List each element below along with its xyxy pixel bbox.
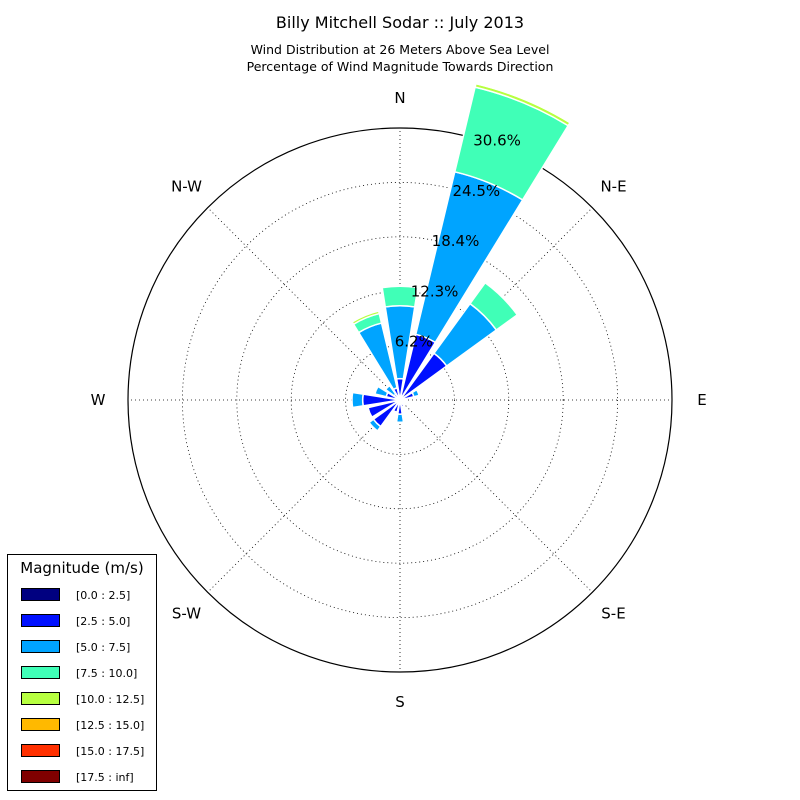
legend-swatch-0: [21, 588, 60, 601]
legend-swatch-1: [21, 614, 60, 627]
bar-NNW-bin-4: [351, 310, 381, 326]
polar-labels: 6.2% 12.3% 18.4% 24.5% 30.6% N N-E E S-E S S-W W N-W: [91, 89, 707, 711]
bar-NE-bin-3: [468, 281, 519, 332]
legend-swatch-7: [21, 770, 60, 783]
legend-swatch-2: [21, 640, 60, 653]
legend-label-0: [0.0 : 2.5]: [76, 589, 131, 602]
legend-swatch-6: [21, 744, 60, 757]
bar-N-bin-3: [381, 285, 419, 308]
legend-label-1: [2.5 : 5.0]: [76, 615, 131, 628]
direction-label-N-E: N-E: [600, 178, 626, 196]
legend-label-4: [10.0 : 12.5]: [76, 693, 145, 706]
bar-NNE-bin-5: [475, 81, 572, 124]
grid-spoke-5: [207, 399, 401, 593]
chart-subtitle-line-2: Percentage of Wind Magnitude Towards Dir…: [247, 59, 554, 74]
legend-label-5: [12.5 : 15.0]: [76, 719, 145, 732]
bar-WNW-bin-2: [374, 385, 389, 398]
outer-ring: [127, 127, 673, 673]
grid-spoke-7: [207, 207, 401, 401]
grid-ring-3: [236, 236, 564, 564]
grid-ring-1: [345, 345, 455, 455]
direction-label-N-W: N-W: [171, 178, 202, 196]
chart-title: Billy Mitchell Sodar :: July 2013: [276, 13, 524, 32]
legend-label-7: [17.5 : inf]: [76, 771, 134, 784]
bar-ENE-bin-2: [411, 388, 420, 398]
ring-label-1: 6.2%: [395, 333, 433, 351]
bar-SW-bin-2: [368, 418, 382, 432]
bar-WSW-bin-1: [367, 399, 399, 419]
legend: Magnitude (m/s) [0.0 : 2.5] [2.5 : 5.0] …: [7, 554, 157, 791]
grid-ring-4: [181, 181, 619, 619]
bar-SSW-bin-1: [392, 401, 401, 414]
legend-swatch-4: [21, 692, 60, 705]
legend-swatch-5: [21, 718, 60, 731]
chart-subtitle-line-1: Wind Distribution at 26 Meters Above Sea…: [251, 42, 550, 57]
legend-label-2: [5.0 : 7.5]: [76, 641, 131, 654]
legend-label-3: [7.5 : 10.0]: [76, 667, 138, 680]
bar-W-bin-2: [351, 391, 364, 409]
bar-NW-bin-2: [384, 384, 397, 397]
direction-label-E: E: [697, 391, 706, 409]
direction-label-S-W: S-W: [172, 605, 201, 623]
ring-label-2: 12.3%: [411, 283, 459, 301]
ring-label-5: 30.6%: [473, 132, 521, 150]
ring-label-3: 18.4%: [432, 232, 480, 250]
ring-label-4: 24.5%: [452, 182, 500, 200]
bar-S-bin-2: [395, 413, 405, 423]
direction-label-S-E: S-E: [601, 605, 625, 623]
direction-label-N: N: [394, 89, 405, 107]
legend-title: Magnitude (m/s): [20, 559, 144, 577]
wind-bars: [351, 81, 572, 432]
legend-label-6: [15.0 : 17.5]: [76, 745, 145, 758]
direction-label-W: W: [91, 391, 106, 409]
direction-label-S: S: [395, 693, 405, 711]
legend-swatch-3: [21, 666, 60, 679]
grid-spoke-3: [399, 399, 593, 593]
